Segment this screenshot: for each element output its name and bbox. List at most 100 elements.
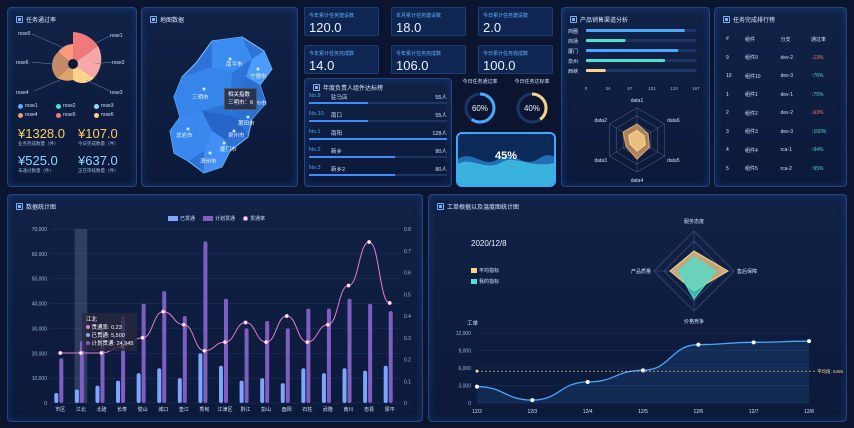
category-label: 市区 <box>55 406 65 413</box>
bar-planned <box>79 340 84 403</box>
tick-label: 0.7 <box>404 249 411 255</box>
bar-planned <box>224 298 228 403</box>
table-cell: 组件3 <box>745 129 758 136</box>
tick-label: 20,000 <box>32 351 48 357</box>
table-cell: rca-1 <box>780 147 792 154</box>
rank-row[interactable]: No.9 驻马店 55人 <box>309 93 449 111</box>
category-label: 城口 <box>158 406 168 413</box>
legend-item[interactable]: rose5 <box>56 112 94 118</box>
table-row[interactable]: 3 组件3 dev-3 ↑100% <box>723 123 843 142</box>
line-chart[interactable]: 工单 0 3,000 6,000 9,000 12,000 平均值: 5455 12/2 12/… <box>429 317 848 421</box>
chart-icon <box>723 16 730 23</box>
table-cell: 3 <box>726 128 729 135</box>
table-row[interactable]: 5 组件5 rca-2 ↑95% <box>723 160 843 179</box>
legend-item[interactable]: rose6 <box>94 112 132 118</box>
table-row[interactable]: 2 组件2 dev-2 ↓63% <box>723 104 843 123</box>
table-cell: 2 <box>726 110 729 117</box>
bar <box>586 59 666 62</box>
legend-item[interactable]: rose4 <box>18 112 56 118</box>
rate-point <box>325 322 331 327</box>
legend-item[interactable]: rose3 <box>94 103 132 109</box>
category-label: 酉阳 <box>282 406 292 413</box>
category-label: 12/3 <box>527 409 537 415</box>
workorder-panel: 工单根据以及温度图统计图 2020/12/8 平均指标 我的指标 服务态度 售后保… <box>428 194 847 422</box>
rose-label: rose3 <box>110 90 123 96</box>
category-label: 石柱 <box>302 406 312 413</box>
tick-label: 40,000 <box>32 302 48 308</box>
tick-label: 60,000 <box>32 252 48 258</box>
radar-label: 价格竞争 <box>684 318 704 325</box>
table-cell: 组件2 <box>745 110 758 117</box>
table-row[interactable]: 9 组件9 dev-2 ↓13% <box>723 49 843 68</box>
legend-item[interactable]: 已贯通 <box>168 215 195 222</box>
kpi-card[interactable]: 今年累计任务完成数 106.0 <box>391 45 466 74</box>
table-cell: ↑95% <box>810 165 824 172</box>
panel-title: 地图数据 <box>160 18 185 24</box>
bar-category: 厦门 <box>568 48 578 55</box>
legend-item[interactable]: 平均指标 <box>471 267 499 274</box>
bar-done <box>260 378 265 403</box>
bar-done <box>177 378 182 403</box>
rose-label: rose2 <box>112 60 125 66</box>
city-label: 三明市 <box>192 93 209 101</box>
svg-text:60%: 60% <box>472 104 488 113</box>
rank-row[interactable]: No.3 新乡2 80人 <box>309 165 449 183</box>
bar-category: 商场 <box>568 38 578 45</box>
table-row[interactable]: 4 组件4 rca-1 ↑94% <box>723 141 843 160</box>
bar-category: 泉州 <box>568 58 578 65</box>
legend-item[interactable]: 计划贯通 <box>203 215 235 222</box>
radar-label: data2 <box>594 118 607 124</box>
category-label: 12/8 <box>804 409 814 415</box>
kpi-card[interactable]: 今日累计任务建设数 2.0 <box>478 7 553 36</box>
tick-label: 34 <box>605 86 611 91</box>
bar-category: 西峡 <box>568 68 578 75</box>
rank-value: 55人 <box>435 113 447 119</box>
bar-done <box>219 365 223 403</box>
ring-area: 今日任务通过率 今日任务达标率 60% 40% <box>456 78 556 128</box>
kpi-card[interactable]: 今年累计任务建设数 120.0 <box>304 7 379 36</box>
rank-row[interactable]: No.1 南阳 128人 <box>309 129 449 147</box>
rank-value: 80人 <box>435 167 447 173</box>
tick-label: 0.1 <box>404 379 411 385</box>
rank-no: No.1 <box>309 129 321 135</box>
panel-title: 数据统计图 <box>26 205 57 211</box>
tick-label: 134 <box>670 86 678 91</box>
table-header: 通过率 <box>810 36 826 43</box>
table-cell: 组件5 <box>745 166 758 173</box>
rank-bar <box>309 102 369 104</box>
rank-row[interactable]: No.10 南口 55人 <box>309 111 449 129</box>
fujian-map[interactable]: 南平市 宁德市 三明市 福州市 莆田市 龙岩市 泉州市 厦门市 漳州市 <box>152 33 292 183</box>
rank-row[interactable]: No.2 新乡 80人 <box>309 147 449 165</box>
kpi-grid: 今年累计任务建设数 120.0 本月累计任务建设数 18.0 今日累计任务建设数 2.… <box>304 7 554 75</box>
city-label: 厦门市 <box>220 145 237 153</box>
bar-line-chart[interactable]: 0 10,000 20,000 30,000 40,000 50,000 60,000 70,… <box>8 223 424 421</box>
kpi-card[interactable]: 今年累计任务完成数 14.0 <box>304 45 379 74</box>
wave-value: 45% <box>494 150 518 162</box>
map-tooltip: 相关指数 三明市：6 <box>224 88 258 110</box>
table-row[interactable]: 10 组件10 dev-3 ↑76% <box>723 67 843 86</box>
city-label: 龙岩市 <box>176 131 193 139</box>
category-label: 南川 <box>344 406 354 413</box>
legend-item[interactable]: rose1 <box>18 103 56 109</box>
table-cell: dev-1 <box>780 91 793 98</box>
legend-item[interactable]: 我的指标 <box>471 278 499 285</box>
legend-item[interactable]: rose2 <box>56 103 94 109</box>
table-cell: ↑75% <box>810 91 824 98</box>
bar-planned <box>285 328 290 403</box>
table-cell: dev-3 <box>780 128 793 135</box>
kpi-card[interactable]: 本月累计任务建设数 18.0 <box>391 7 466 36</box>
stat: ¥637.0 正在审核数量（件） <box>78 153 119 173</box>
rank-bar <box>309 138 447 140</box>
bar-planned <box>347 298 352 403</box>
tick-label: 30,000 <box>32 326 48 332</box>
bar-planned <box>265 320 270 403</box>
table-row[interactable]: 1 组件1 dev-1 ↑75% <box>723 86 843 105</box>
kpi-card[interactable]: 今日累计任务完成数 100.0 <box>478 45 553 74</box>
line-point <box>641 368 645 373</box>
product-panel: 产品销售渠道分析 商圈 商场 厦门 泉州 西峡 0 34 67 101 134 167 data1 d… <box>561 7 710 187</box>
chart-legend: 已贯通 计划贯通 贯通率 <box>168 215 265 222</box>
tick-label: 0 <box>44 401 47 407</box>
legend-item[interactable]: 贯通率 <box>243 215 265 222</box>
bar-planned <box>162 291 167 403</box>
bar-planned <box>203 241 208 403</box>
